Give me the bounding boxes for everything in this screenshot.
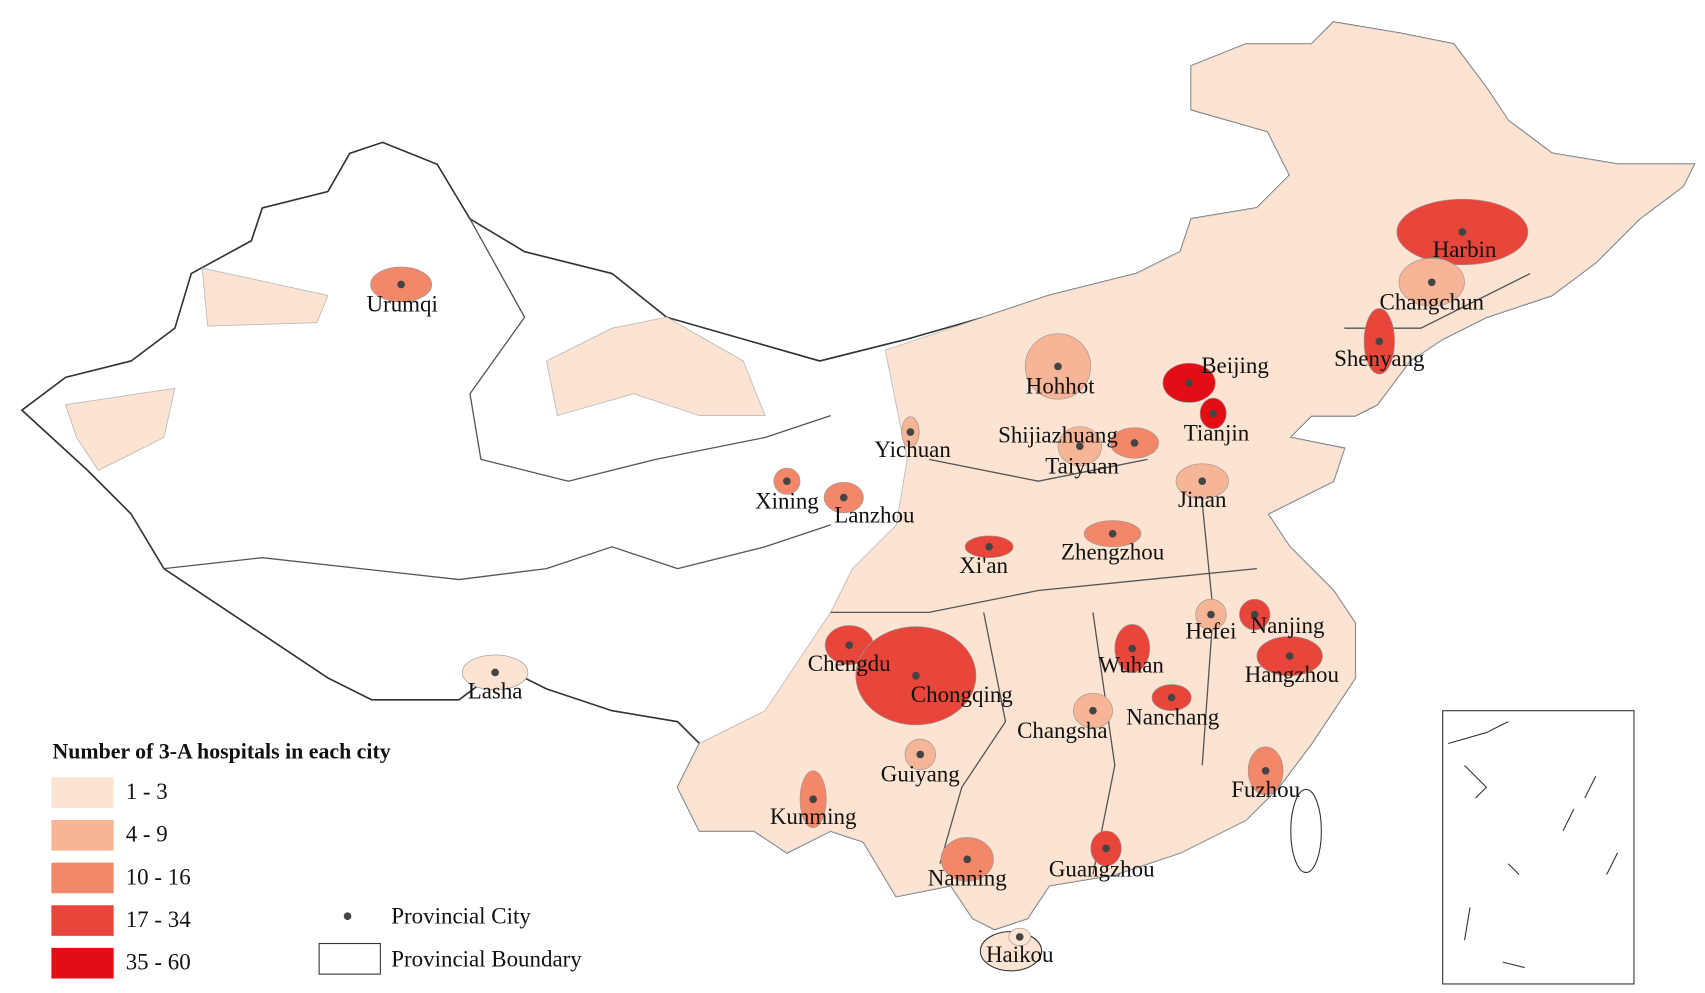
city-dot <box>1130 439 1139 447</box>
city-dot <box>1076 442 1084 451</box>
city-dot <box>839 493 848 502</box>
city-label: Hangzhou <box>1245 662 1340 687</box>
city-label: Taiyuan <box>1045 453 1119 478</box>
city-dot <box>809 795 817 804</box>
city-dot <box>1108 529 1117 538</box>
legend-label: 10 - 16 <box>126 864 191 889</box>
city-label: Haikou <box>986 942 1054 967</box>
city-dot <box>1458 228 1467 236</box>
city-dot <box>985 542 993 551</box>
city-label: Kunming <box>770 804 857 829</box>
legend-title: Number of 3-A hospitals in each city <box>52 739 390 763</box>
inset-islands <box>1448 721 1619 969</box>
city-dot <box>1250 610 1259 619</box>
city-label: Guiyang <box>881 762 961 787</box>
city-dot <box>1375 337 1384 346</box>
city-dot <box>1285 652 1294 660</box>
city-dot <box>963 855 972 864</box>
legend-point <box>343 912 352 921</box>
city-dot <box>906 428 915 436</box>
city-label: Beijing <box>1201 353 1269 378</box>
legend-swatch <box>51 947 114 979</box>
city-label: Xi'an <box>959 553 1008 578</box>
city-dot <box>1209 409 1217 418</box>
city-label: Changchun <box>1380 289 1485 314</box>
city-label: Wuhan <box>1099 652 1165 677</box>
city-layer: Urumqi Harbin Changchun Shenyang Beijing Tian… <box>367 228 1497 967</box>
legend-label: 17 - 34 <box>126 907 192 932</box>
city-dot <box>1185 379 1193 387</box>
city-label: Fuzhou <box>1231 777 1300 802</box>
city-dot <box>845 641 854 649</box>
city-label: Chongqing <box>911 682 1013 707</box>
city-label: Hohhot <box>1026 374 1095 399</box>
city-label: Yichuan <box>874 437 951 462</box>
city-label: Tianjin <box>1184 421 1250 446</box>
city-dot <box>1054 362 1062 371</box>
legend-boundary <box>318 942 381 975</box>
city-label: Hefei <box>1186 618 1237 643</box>
city-dot <box>1198 477 1207 486</box>
city-dot <box>1102 844 1110 853</box>
city-label: Shijiazhuang <box>998 423 1118 448</box>
taiwan <box>1290 788 1322 874</box>
west-region <box>64 387 176 471</box>
city-dot <box>1167 693 1176 702</box>
city-label: Urumqi <box>367 292 438 317</box>
city-dot <box>1128 644 1137 653</box>
city-dot <box>397 280 405 289</box>
city-label: Shenyang <box>1334 346 1425 371</box>
city-dot <box>1207 610 1215 619</box>
legend-label: 4 - 9 <box>126 822 168 847</box>
city-label: Xining <box>755 488 819 513</box>
legend-boundary-label: Provincial Boundary <box>391 946 582 971</box>
legend-label: 35 - 60 <box>126 950 191 975</box>
city-label: Zhengzhou <box>1061 540 1165 565</box>
city-dot <box>783 477 791 486</box>
city-label: Harbin <box>1433 237 1497 262</box>
city-label: Jinan <box>1178 487 1227 512</box>
city-label: Lasha <box>468 678 523 703</box>
city-dot <box>912 671 920 680</box>
city-label: Chengdu <box>808 651 891 676</box>
city-dot <box>1261 767 1270 775</box>
city-dot <box>1089 706 1097 715</box>
west-region <box>201 267 329 327</box>
city-label: Nanjing <box>1251 613 1325 638</box>
city-dot <box>916 750 925 759</box>
city-label: Changsha <box>1017 718 1107 743</box>
city-label: Lanzhou <box>834 503 915 528</box>
legend-point-label: Provincial City <box>391 904 531 929</box>
city-label: Nanning <box>928 865 1008 890</box>
city-dot <box>491 668 499 677</box>
city-label: Guangzhou <box>1049 857 1155 882</box>
inset-frame <box>1442 710 1635 985</box>
legend: 1 - 3 4 - 9 10 - 16 17 - 34 35 - 60 <box>51 777 192 979</box>
legend-label: 1 - 3 <box>126 779 168 804</box>
legend-swatch <box>51 905 114 936</box>
city-label: Nanchang <box>1126 705 1220 730</box>
legend-swatch <box>51 862 114 894</box>
legend-swatch <box>51 777 114 808</box>
northwest-region <box>545 316 766 417</box>
legend-swatch <box>51 820 114 851</box>
city-dot <box>1015 933 1024 941</box>
city-dot <box>1427 278 1436 287</box>
